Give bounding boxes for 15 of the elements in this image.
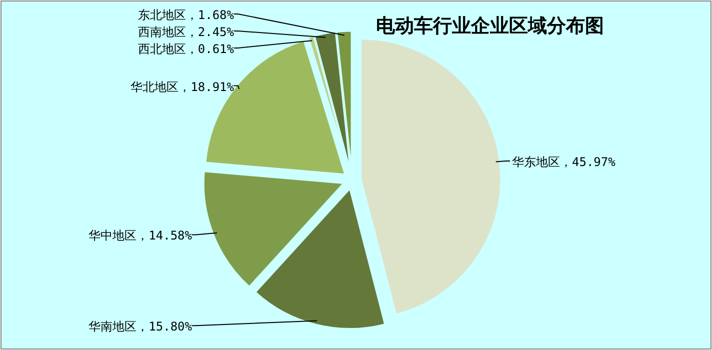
chart-title: 电动车行业企业区域分布图 xyxy=(376,15,604,37)
data-label: ，2.45% xyxy=(186,25,235,39)
data-label: ，14.58% xyxy=(136,228,193,243)
slice-label: 华南地区 xyxy=(88,320,137,334)
slice-label: 西北地区 xyxy=(138,42,186,56)
data-label: ，18.91% xyxy=(178,80,235,94)
data-label: ，45.97% xyxy=(560,155,616,170)
data-label: ，0.61% xyxy=(186,42,235,56)
data-label: ，1.68% xyxy=(186,8,235,22)
slice-label: 西南地区 xyxy=(138,25,186,39)
slice-label: 东北地区 xyxy=(138,8,186,22)
slice-label: 华东地区 xyxy=(512,155,560,170)
data-label: ，15.80% xyxy=(136,320,193,334)
slice-label: 华中地区 xyxy=(88,228,137,243)
slice-label: 华北地区 xyxy=(130,80,179,94)
